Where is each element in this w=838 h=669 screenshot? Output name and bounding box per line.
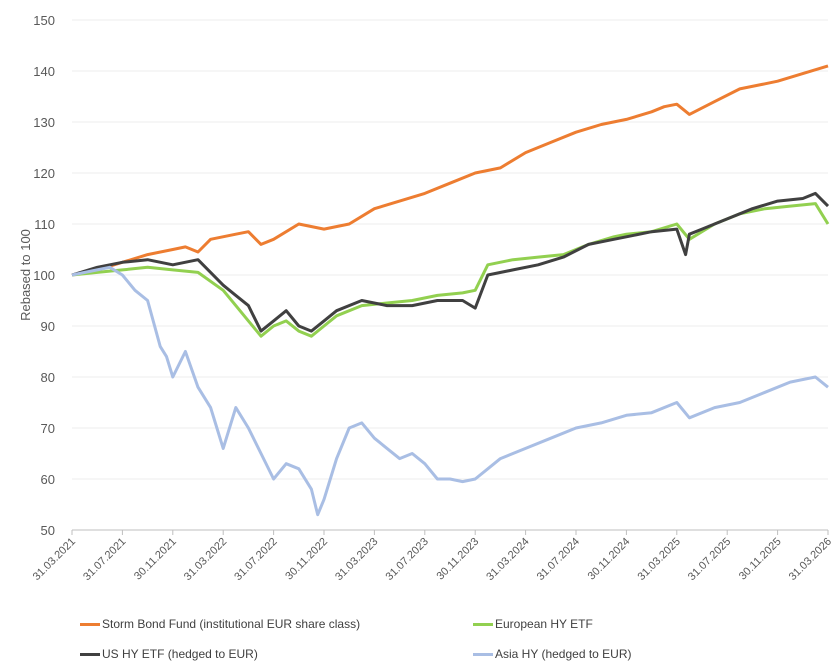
x-tick-label: 31.03.2021 [31,536,78,583]
x-tick-label: 31.03.2024 [484,536,531,583]
x-tick-label: 31.07.2022 [232,536,279,583]
x-tick-label: 31.07.2024 [535,536,582,583]
legend-label: US HY ETF (hedged to EUR) [102,647,258,661]
series-line-2 [71,191,830,333]
y-tick-label: 80 [41,370,55,385]
x-tick-label: 30.11.2025 [737,536,784,583]
legend-item-us-hy: US HY ETF (hedged to EUR) [80,647,258,661]
x-tick-label: 31.03.2022 [182,536,229,583]
y-tick-label: 110 [34,217,55,232]
y-tick-label: 100 [33,268,55,283]
y-tick-label: 130 [33,115,55,130]
series-line-0 [71,64,829,277]
legend-label: Asia HY (hedged to EUR) [495,647,632,661]
legend-swatch [80,652,100,656]
x-tick-label: 30.11.2024 [586,536,633,583]
y-axis-label: Rebased to 100 [18,229,33,321]
y-tick-label: 50 [41,523,55,538]
legend-swatch [80,622,100,626]
y-tick-label: 140 [33,64,55,79]
legend-label: European HY ETF [495,617,593,631]
legend-swatch [473,622,493,626]
x-tick-label: 31.03.2026 [787,536,834,583]
series-line-1 [71,202,830,338]
x-tick-label: 31.07.2025 [686,536,733,583]
legend-item-asia-hy: Asia HY (hedged to EUR) [473,647,632,661]
x-tick-label: 31.07.2023 [384,536,431,583]
legend-swatch [473,652,493,656]
x-tick-label: 30.11.2021 [132,536,179,583]
x-tick-label: 31.03.2025 [636,536,683,583]
legend-label: Storm Bond Fund (institutional EUR share… [102,617,361,631]
y-tick-label: 70 [41,421,55,436]
x-tick-label: 31.03.2023 [333,536,380,583]
series-line-3 [71,265,829,517]
y-tick-label: 60 [41,472,55,487]
legend-item-european-hy: European HY ETF [473,617,593,631]
y-tick-label: 120 [33,166,55,181]
y-tick-label: 90 [41,319,55,334]
legend-item-storm: Storm Bond Fund (institutional EUR share… [80,617,360,631]
x-tick-label: 30.11.2023 [434,536,481,583]
y-tick-label: 150 [33,13,55,28]
x-tick-label: 31.07.2021 [81,536,128,583]
x-tick-label: 30.11.2022 [283,536,330,583]
